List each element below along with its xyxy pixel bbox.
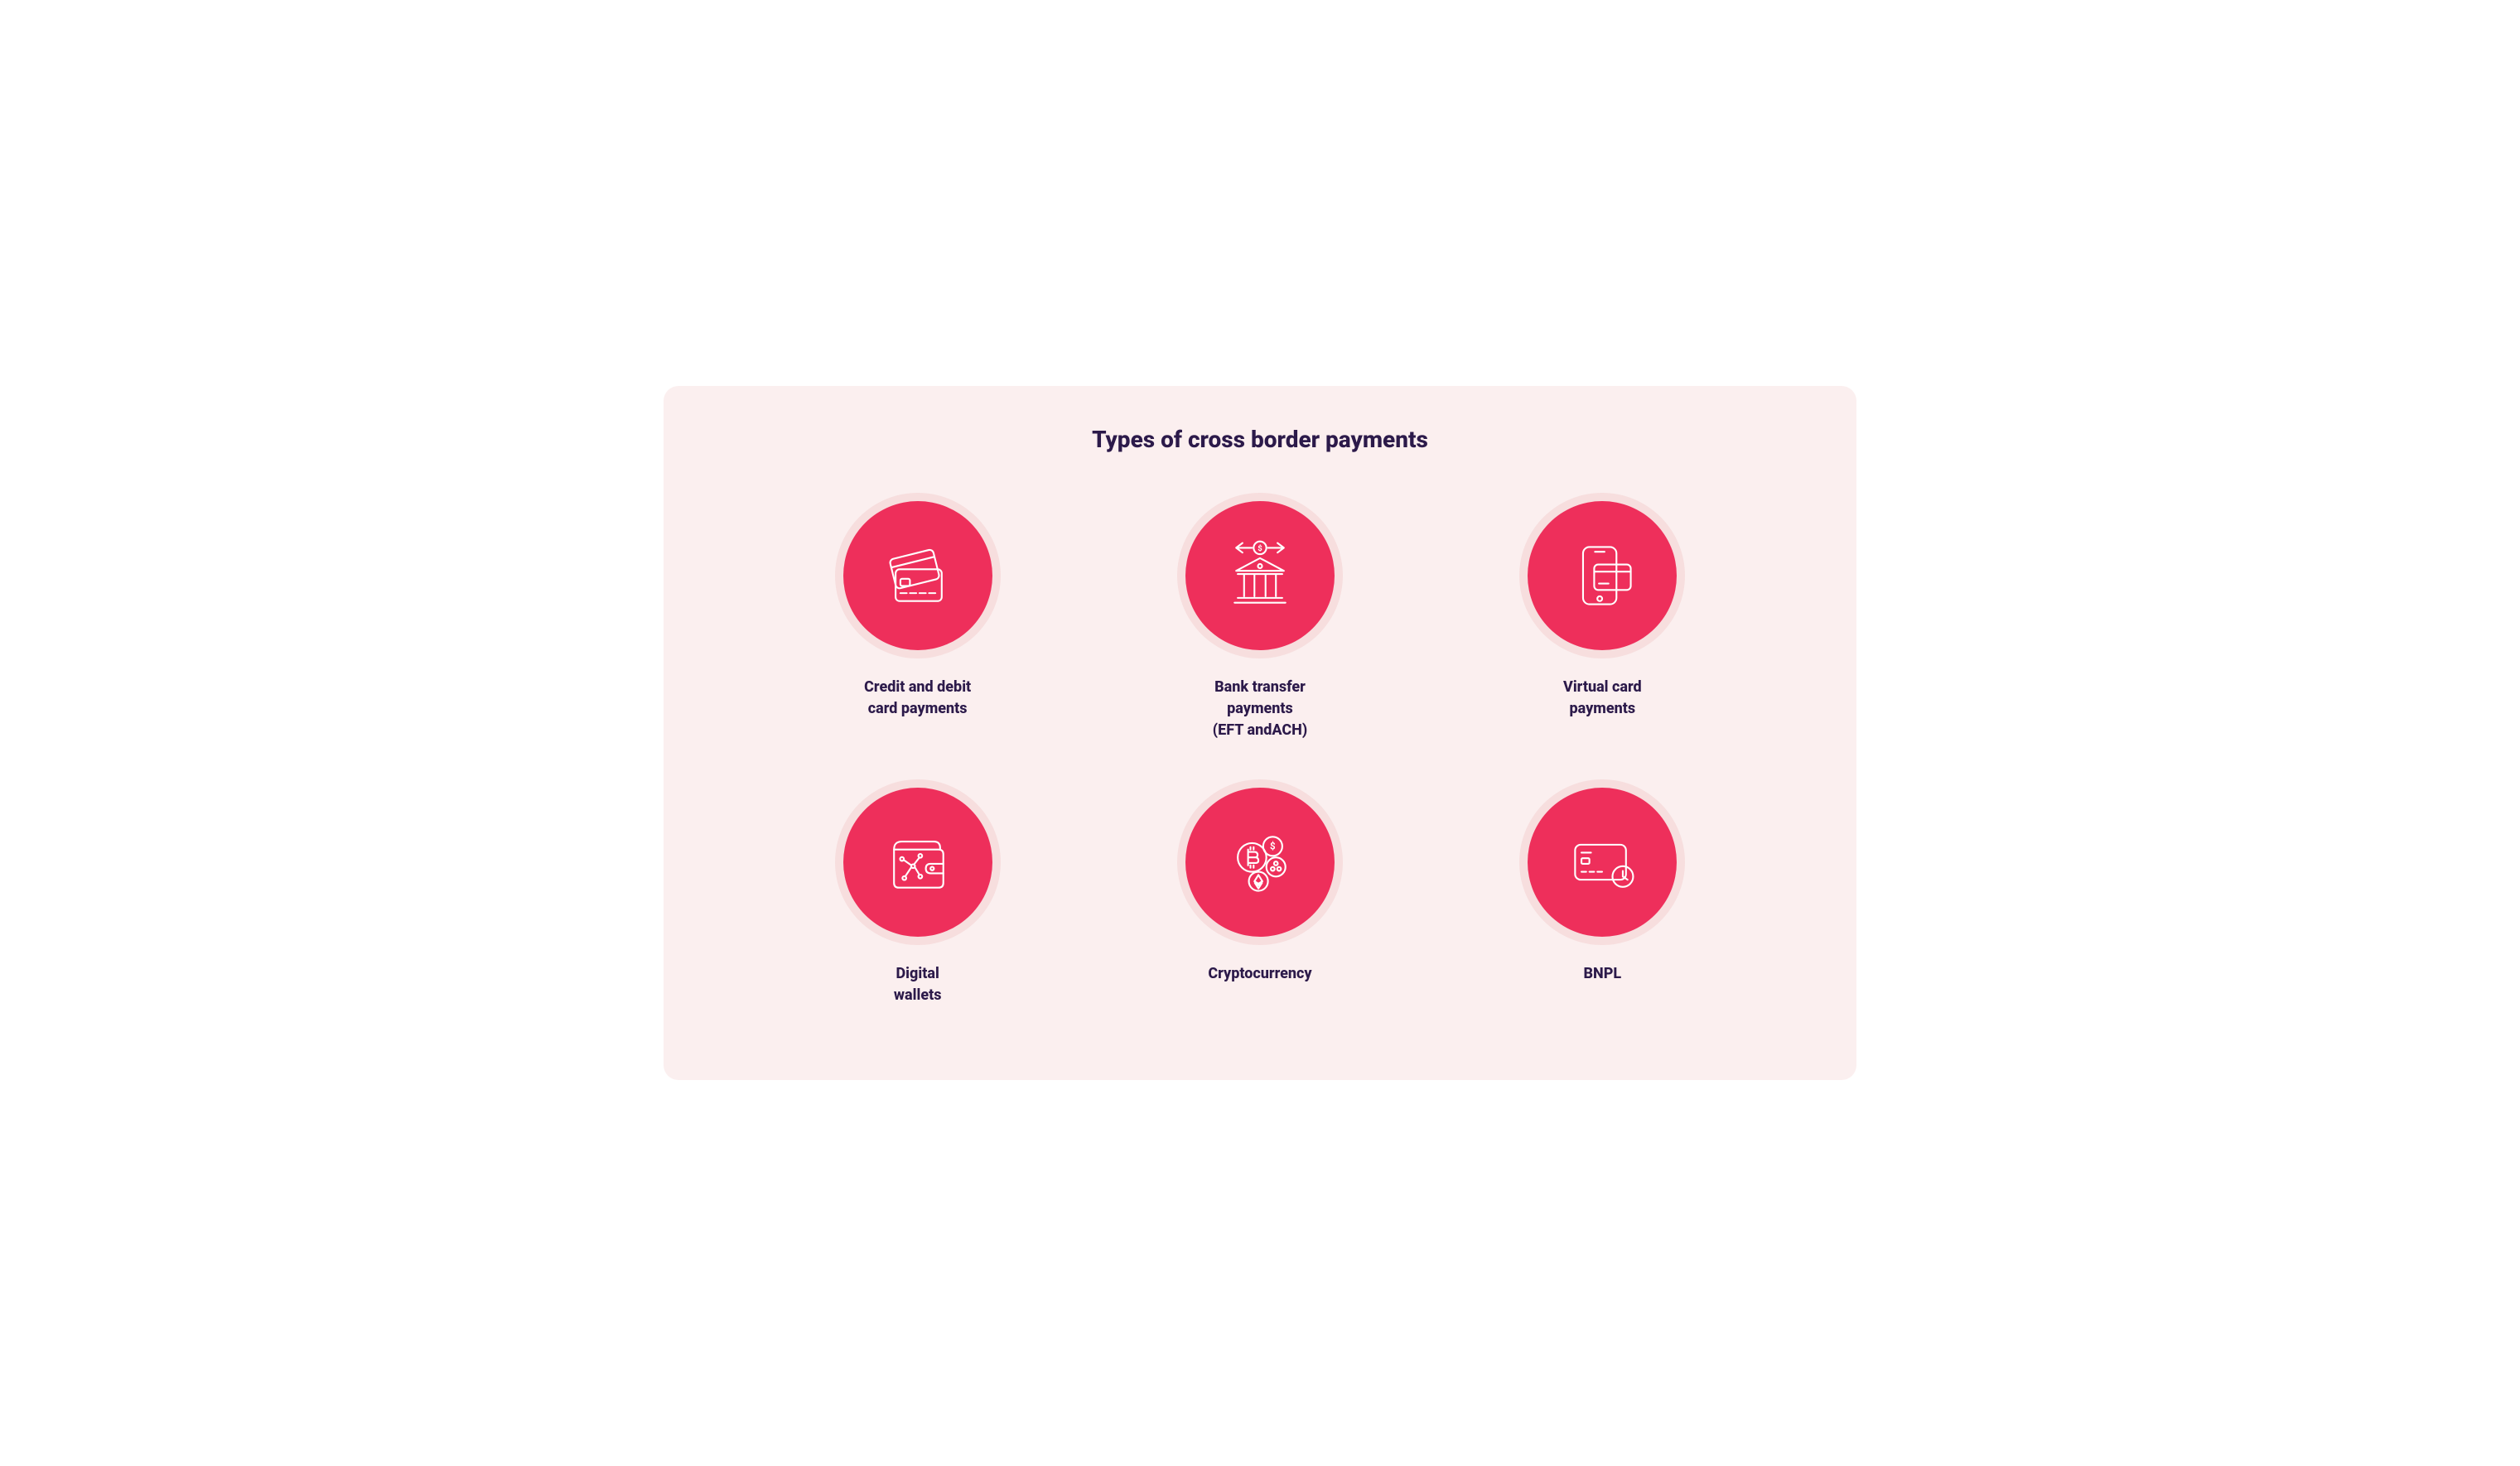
item-label: BNPL <box>1584 963 1622 985</box>
icon-halo: $ <box>1177 779 1343 945</box>
item-label: Digital wallets <box>894 963 942 1006</box>
icon-circle: $ <box>1185 501 1335 650</box>
item-cryptocurrency: $ Cryptocurrency <box>1138 779 1381 1006</box>
item-bank-transfer: $ <box>1138 493 1381 741</box>
icon-circle <box>843 501 992 650</box>
page-title: Types of cross border payments <box>1092 426 1428 453</box>
item-label: Credit and debit card payments <box>864 677 971 720</box>
cryptocurrency-icon: $ <box>1220 822 1300 902</box>
icon-halo <box>835 493 1001 658</box>
svg-text:$: $ <box>1270 841 1276 852</box>
item-label: Virtual card payments <box>1563 677 1642 720</box>
item-label: Bank transfer payments (EFT andACH) <box>1213 677 1307 741</box>
icon-circle <box>843 788 992 937</box>
icon-halo <box>1519 493 1685 658</box>
svg-text:$: $ <box>1258 544 1262 553</box>
icon-halo <box>835 779 1001 945</box>
credit-cards-icon <box>878 536 958 615</box>
item-bnpl: BNPL <box>1481 779 1724 1006</box>
bank-transfer-icon: $ <box>1220 536 1300 615</box>
icon-circle: $ <box>1185 788 1335 937</box>
item-virtual-card: Virtual card payments <box>1481 493 1724 741</box>
item-digital-wallets: Digital wallets <box>796 779 1039 1006</box>
infographic-card: Types of cross border payments <box>664 386 1856 1080</box>
icon-halo: $ <box>1177 493 1343 658</box>
icon-circle <box>1528 788 1677 937</box>
icon-circle <box>1528 501 1677 650</box>
bnpl-icon <box>1562 822 1642 902</box>
items-grid: Credit and debit card payments $ <box>796 493 1724 1006</box>
icon-halo <box>1519 779 1685 945</box>
virtual-card-icon <box>1562 536 1642 615</box>
item-credit-debit: Credit and debit card payments <box>796 493 1039 741</box>
digital-wallet-icon <box>878 822 958 902</box>
item-label: Cryptocurrency <box>1208 963 1311 985</box>
